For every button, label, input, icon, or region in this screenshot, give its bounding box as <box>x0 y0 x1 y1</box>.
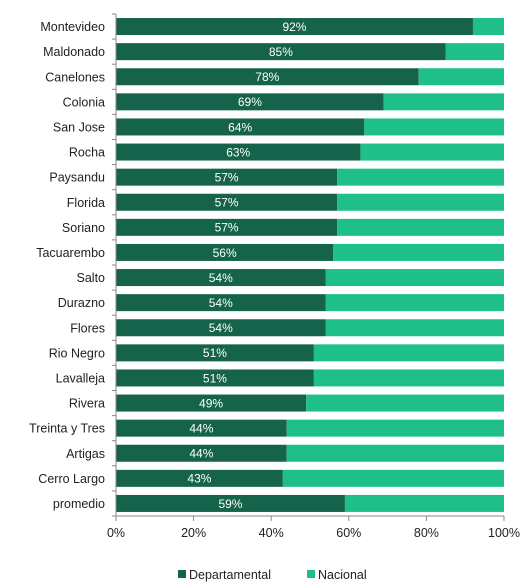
bar-segment-nacional-12 <box>325 319 504 337</box>
bar-segment-departamental-2 <box>116 68 419 86</box>
bar-segment-nacional-13 <box>313 344 504 362</box>
bar-segment-departamental-0 <box>116 18 473 36</box>
category-label-8: Soriano <box>62 221 105 235</box>
data-label-4: 64% <box>228 120 252 134</box>
x-tick-label-5: 100% <box>488 526 520 540</box>
category-label-16: Treinta y Tres <box>29 422 105 436</box>
category-label-1: Maldonado <box>43 45 105 59</box>
bar-segment-nacional-19 <box>344 494 504 512</box>
category-label-4: San Jose <box>53 120 105 134</box>
bar-segment-departamental-14 <box>116 369 314 387</box>
x-tick-label-4: 80% <box>414 526 439 540</box>
bars-group: 92% 85% 78% 69% 64% 63% 57% 57% 57% 56% 54% 54% 54% 5… <box>116 18 504 512</box>
category-label-3: Colonia <box>63 95 105 109</box>
category-label-15: Rivera <box>69 397 105 411</box>
bar-segment-nacional-9 <box>333 243 504 261</box>
category-label-17: Artigas <box>66 447 105 461</box>
legend-label-departamental: Departamental <box>189 568 271 582</box>
bar-segment-nacional-1 <box>445 43 504 61</box>
bar-segment-nacional-8 <box>337 218 504 236</box>
data-label-9: 56% <box>213 246 237 260</box>
bar-segment-departamental-11 <box>116 294 326 312</box>
data-label-0: 92% <box>282 20 306 34</box>
category-label-11: Durazno <box>58 296 105 310</box>
data-label-3: 69% <box>238 95 262 109</box>
x-tick-label-3: 60% <box>336 526 361 540</box>
category-label-14: Lavalleja <box>56 371 105 385</box>
bar-segment-departamental-12 <box>116 319 326 337</box>
bar-segment-nacional-14 <box>313 369 504 387</box>
data-label-10: 54% <box>209 271 233 285</box>
bar-segment-nacional-4 <box>364 118 504 136</box>
category-label-13: Rio Negro <box>49 346 105 360</box>
data-label-14: 51% <box>203 371 227 385</box>
bar-segment-departamental-10 <box>116 269 326 287</box>
data-label-13: 51% <box>203 346 227 360</box>
bar-segment-nacional-17 <box>286 444 504 462</box>
bar-segment-departamental-4 <box>116 118 365 136</box>
category-label-7: Florida <box>67 196 105 210</box>
bar-segment-nacional-18 <box>282 469 504 487</box>
x-tick-label-2: 40% <box>259 526 284 540</box>
bar-segment-nacional-10 <box>325 269 504 287</box>
data-label-11: 54% <box>209 296 233 310</box>
bar-segment-nacional-6 <box>337 168 504 186</box>
bar-segment-departamental-18 <box>116 469 283 487</box>
axes-group: Montevideo Maldonado Canelones Colonia San J… <box>29 13 520 540</box>
bar-segment-departamental-3 <box>116 93 384 111</box>
data-label-17: 44% <box>189 447 213 461</box>
x-tick-label-1: 20% <box>181 526 206 540</box>
data-label-8: 57% <box>215 221 239 235</box>
x-tick-label-0: 0% <box>107 526 125 540</box>
data-label-2: 78% <box>255 70 279 84</box>
bar-segment-departamental-8 <box>116 218 338 236</box>
category-label-9: Tacuarembo <box>36 246 105 260</box>
data-label-5: 63% <box>226 145 250 159</box>
bar-segment-nacional-15 <box>306 394 504 412</box>
data-label-16: 44% <box>189 421 213 435</box>
data-label-7: 57% <box>215 196 239 210</box>
bar-segment-nacional-16 <box>286 419 504 437</box>
bar-segment-nacional-2 <box>418 68 504 86</box>
data-label-1: 85% <box>269 45 293 59</box>
category-label-2: Canelones <box>45 70 105 84</box>
category-label-19: promedio <box>53 497 105 511</box>
bar-segment-departamental-17 <box>116 444 287 462</box>
category-label-5: Rocha <box>69 146 105 160</box>
bar-segment-departamental-19 <box>116 494 345 512</box>
bar-segment-departamental-9 <box>116 243 334 261</box>
data-label-18: 43% <box>187 472 211 486</box>
legend-swatch-departamental <box>178 570 186 578</box>
bar-segment-departamental-15 <box>116 394 307 412</box>
category-label-10: Salto <box>77 271 106 285</box>
category-label-0: Montevideo <box>40 20 105 34</box>
data-label-19: 59% <box>218 497 242 511</box>
bar-segment-nacional-11 <box>325 294 504 312</box>
bar-segment-nacional-5 <box>360 143 504 161</box>
legend-swatch-nacional <box>307 570 315 578</box>
bar-segment-departamental-1 <box>116 43 446 61</box>
bar-segment-nacional-7 <box>337 193 504 211</box>
bar-segment-departamental-13 <box>116 344 314 362</box>
bar-segment-departamental-16 <box>116 419 287 437</box>
data-label-12: 54% <box>209 321 233 335</box>
category-label-12: Flores <box>70 321 105 335</box>
category-label-6: Paysandu <box>49 171 105 185</box>
data-label-15: 49% <box>199 396 223 410</box>
category-label-18: Cerro Largo <box>38 472 105 486</box>
data-label-6: 57% <box>215 170 239 184</box>
bar-segment-nacional-0 <box>472 18 504 36</box>
bar-segment-departamental-6 <box>116 168 338 186</box>
legend: Departamental Nacional <box>178 568 367 582</box>
legend-label-nacional: Nacional <box>318 568 367 582</box>
bar-segment-departamental-7 <box>116 193 338 211</box>
bar-segment-nacional-3 <box>383 93 504 111</box>
bar-segment-departamental-5 <box>116 143 361 161</box>
